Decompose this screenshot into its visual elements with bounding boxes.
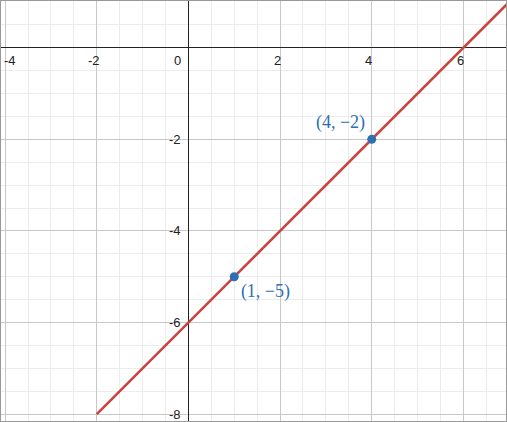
svg-text:-4: -4 bbox=[4, 53, 16, 68]
svg-text:(1, −5): (1, −5) bbox=[241, 281, 290, 302]
svg-text:2: 2 bbox=[274, 53, 281, 68]
svg-text:-2: -2 bbox=[88, 53, 100, 68]
svg-text:0: 0 bbox=[174, 53, 181, 68]
svg-text:-2: -2 bbox=[169, 132, 181, 147]
svg-text:(4, −2): (4, −2) bbox=[316, 112, 365, 133]
svg-text:-8: -8 bbox=[169, 407, 181, 422]
svg-text:-4: -4 bbox=[169, 223, 181, 238]
svg-text:4: 4 bbox=[365, 53, 372, 68]
svg-text:-6: -6 bbox=[169, 315, 181, 330]
svg-text:6: 6 bbox=[457, 53, 464, 68]
